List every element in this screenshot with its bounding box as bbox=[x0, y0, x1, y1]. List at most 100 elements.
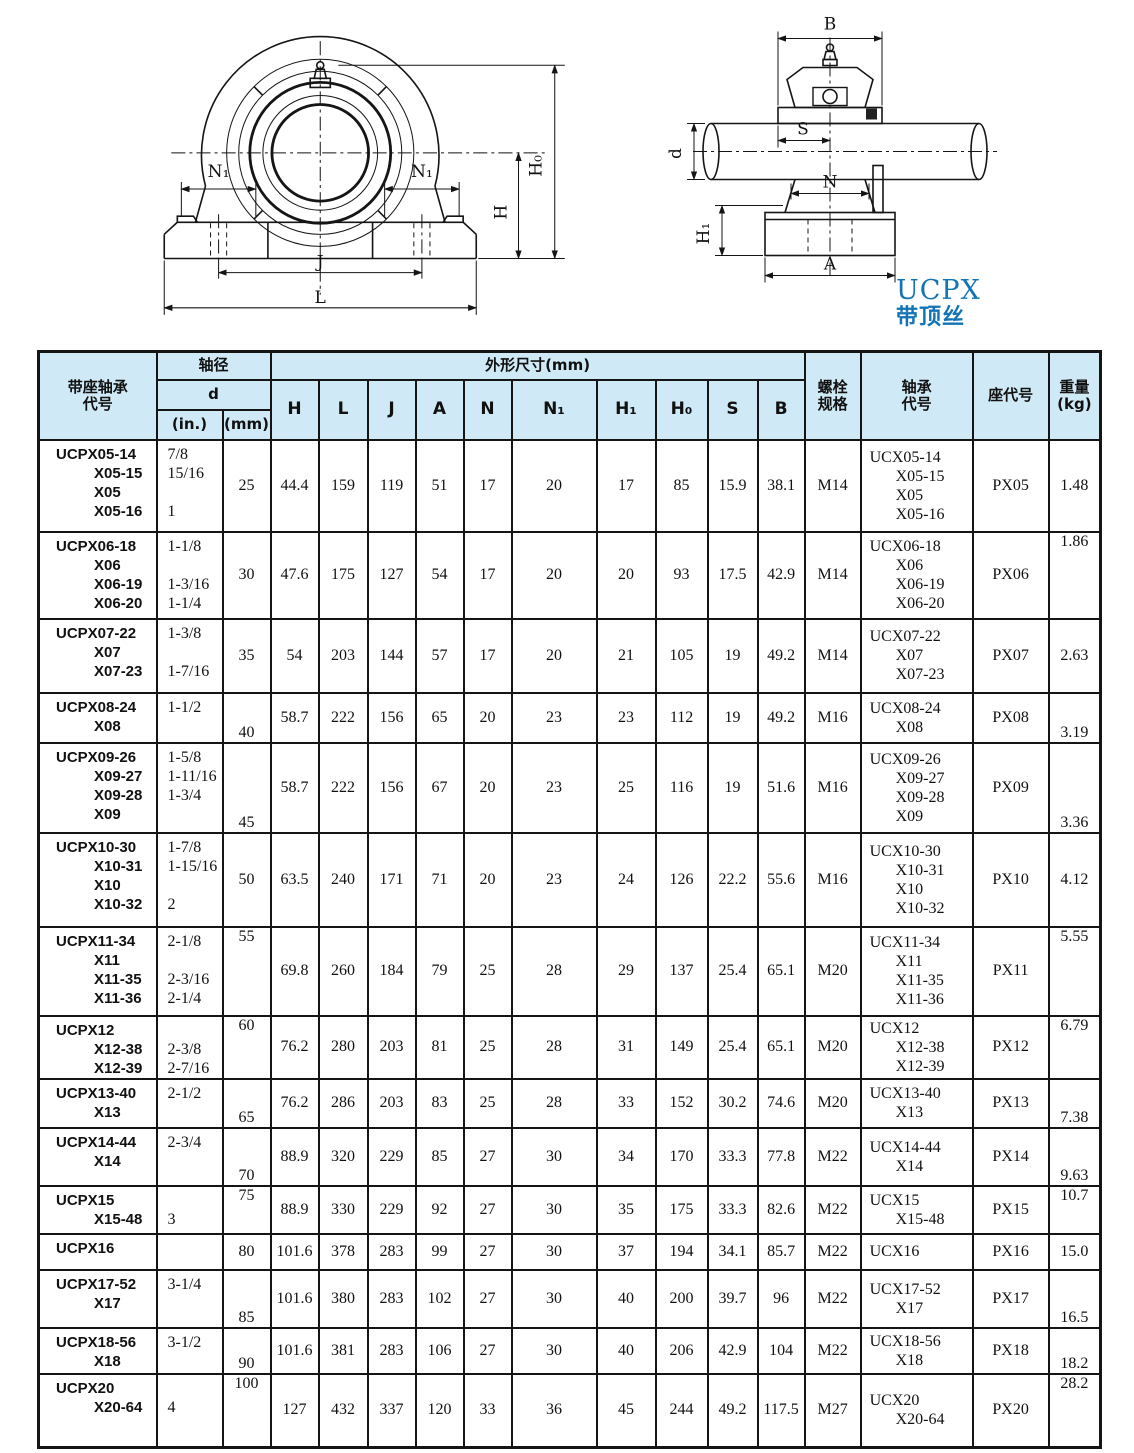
header-unit-code-line2: 代号 bbox=[82, 394, 113, 413]
cell-d-in: 2-3/8 2-7/16 bbox=[155, 1014, 224, 1080]
cell-dim-L: 432 bbox=[317, 1372, 369, 1449]
cell-dim-H: 88.9 bbox=[269, 1126, 320, 1187]
cell-dim-S: 19 bbox=[706, 691, 759, 744]
cell-dim-H: 47.6 bbox=[269, 530, 320, 620]
cell-unit-code: UCPX18-56 X18 bbox=[37, 1326, 158, 1375]
cell-bearing-code: UCX11-34 X11 X11-35 X11-36 bbox=[859, 925, 974, 1017]
cell-dim-B: 117.5 bbox=[756, 1372, 806, 1449]
cell-dim-B: 65.1 bbox=[756, 925, 806, 1017]
cell-dim-A: 102 bbox=[414, 1268, 465, 1329]
cell-dim-H1: 31 bbox=[595, 1014, 657, 1080]
cell-dim-H1: 29 bbox=[595, 925, 657, 1017]
cell-dim-N: 27 bbox=[462, 1232, 513, 1271]
cell-housing-code: PX11 bbox=[971, 925, 1050, 1017]
table-row: UCPX07-22 X07 X07-23 1-3/8 1-7/16 35 54 20… bbox=[37, 617, 1102, 694]
cell-weight: 2.63 bbox=[1047, 617, 1102, 694]
cell-dim-H: 58.7 bbox=[269, 691, 320, 744]
cell-dim-A: 85 bbox=[414, 1126, 465, 1187]
header-dim-N1: N₁ bbox=[510, 378, 598, 441]
cell-bolt-size: M16 bbox=[803, 831, 862, 928]
header-weight-line2: (kg) bbox=[1057, 394, 1092, 413]
cell-dim-H: 101.6 bbox=[269, 1326, 320, 1375]
cell-housing-code: PX14 bbox=[971, 1126, 1050, 1187]
cell-d-in: 3 bbox=[155, 1184, 224, 1235]
cell-bolt-size: M16 bbox=[803, 741, 862, 834]
header-bolt-line1: 螺栓 bbox=[817, 377, 848, 396]
cell-bearing-code: UCX18-56 X18 bbox=[859, 1326, 974, 1375]
dim-label-j: J bbox=[315, 253, 324, 273]
cell-dim-A: 71 bbox=[414, 831, 465, 928]
side-housing-section bbox=[777, 66, 883, 125]
series-name: UCPX bbox=[896, 275, 981, 306]
header-d-in: (in.) bbox=[155, 408, 224, 441]
cell-d-mm: 45 bbox=[221, 741, 272, 834]
cell-dim-N: 20 bbox=[462, 741, 513, 834]
cell-dim-L: 260 bbox=[317, 925, 369, 1017]
cell-dim-H: 101.6 bbox=[269, 1232, 320, 1271]
cell-dim-H0: 149 bbox=[654, 1014, 709, 1080]
cell-dim-S: 17.5 bbox=[706, 530, 759, 620]
cell-weight: 5.55 bbox=[1047, 925, 1102, 1017]
cell-bearing-code: UCX15 X15-48 bbox=[859, 1184, 974, 1235]
header-bolt-size: 螺栓 规格 bbox=[803, 350, 862, 441]
header-unit-code-line1: 带座轴承 bbox=[67, 377, 128, 396]
cell-unit-code: UCPX09-26 X09-27 X09-28 X09 bbox=[37, 741, 158, 834]
cell-bolt-size: M14 bbox=[803, 530, 862, 620]
cell-bearing-code: UCX09-26 X09-27 X09-28 X09 bbox=[859, 741, 974, 834]
cell-dim-L: 378 bbox=[317, 1232, 369, 1271]
cell-d-mm: 75 bbox=[221, 1184, 272, 1235]
cell-dim-A: 106 bbox=[414, 1326, 465, 1375]
cell-weight: 3.19 bbox=[1047, 691, 1102, 744]
header-dim-H: H bbox=[269, 378, 320, 441]
cell-dim-J: 184 bbox=[366, 925, 417, 1017]
cell-dim-J: 119 bbox=[366, 438, 417, 533]
cell-dim-N: 33 bbox=[462, 1372, 513, 1449]
cell-dim-J: 203 bbox=[366, 1014, 417, 1080]
cell-dim-B: 65.1 bbox=[756, 1014, 806, 1080]
cell-bearing-code: UCX06-18 X06 X06-19 X06-20 bbox=[859, 530, 974, 620]
cell-dim-H: 127 bbox=[269, 1372, 320, 1449]
cell-dim-S: 15.9 bbox=[706, 438, 759, 533]
table-row: UCPX08-24 X08 1-1/2 40 58.7 222 156 65 20… bbox=[37, 691, 1102, 744]
cell-unit-code: UCPX07-22 X07 X07-23 bbox=[37, 617, 158, 694]
cell-dim-H: 101.6 bbox=[269, 1268, 320, 1329]
cell-dim-B: 74.6 bbox=[756, 1077, 806, 1129]
header-bearing-line1: 轴承 bbox=[901, 377, 932, 396]
cell-dim-N1: 28 bbox=[510, 1077, 598, 1129]
cell-bearing-code: UCX13-40 X13 bbox=[859, 1077, 974, 1129]
cell-dim-H: 69.8 bbox=[269, 925, 320, 1017]
cell-dim-L: 175 bbox=[317, 530, 369, 620]
cell-unit-code: UCPX15 X15-48 bbox=[37, 1184, 158, 1235]
cell-dim-N1: 30 bbox=[510, 1268, 598, 1329]
cell-dim-A: 67 bbox=[414, 741, 465, 834]
cell-dim-H: 54 bbox=[269, 617, 320, 694]
cell-d-mm: 25 bbox=[221, 438, 272, 533]
header-unit-code: 带座轴承 代号 bbox=[37, 350, 158, 441]
cell-dim-S: 19 bbox=[706, 617, 759, 694]
cell-d-mm: 85 bbox=[221, 1268, 272, 1329]
cell-unit-code: UCPX11-34 X11 X11-35 X11-36 bbox=[37, 925, 158, 1017]
cell-d-in: 7/8 15/16 1 bbox=[155, 438, 224, 533]
table-row: UCPX05-14 X05-15 X05 X05-16 7/8 15/16 1 25 4… bbox=[37, 438, 1102, 533]
cell-dim-J: 283 bbox=[366, 1232, 417, 1271]
cell-dim-H0: 175 bbox=[654, 1184, 709, 1235]
cell-bearing-code: UCX08-24 X08 bbox=[859, 691, 974, 744]
cell-unit-code: UCPX10-30 X10-31 X10 X10-32 bbox=[37, 831, 158, 928]
cell-bearing-code: UCX17-52 X17 bbox=[859, 1268, 974, 1329]
cell-dim-S: 33.3 bbox=[706, 1126, 759, 1187]
cell-bolt-size: M22 bbox=[803, 1184, 862, 1235]
dim-label-h0: H₀ bbox=[527, 155, 547, 177]
cell-dim-B: 55.6 bbox=[756, 831, 806, 928]
dim-label-d: d bbox=[666, 148, 686, 159]
cell-housing-code: PX15 bbox=[971, 1184, 1050, 1235]
cell-dim-H1: 40 bbox=[595, 1326, 657, 1375]
cell-dim-B: 96 bbox=[756, 1268, 806, 1329]
cell-d-mm: 35 bbox=[221, 617, 272, 694]
cell-dim-H0: 126 bbox=[654, 831, 709, 928]
cell-bolt-size: M14 bbox=[803, 438, 862, 533]
table-row: UCPX11-34 X11 X11-35 X11-36 2-1/8 2-3/16 2-1… bbox=[37, 925, 1102, 1017]
cell-dim-J: 171 bbox=[366, 831, 417, 928]
cell-dim-N: 25 bbox=[462, 1014, 513, 1080]
cell-dim-A: 81 bbox=[414, 1014, 465, 1080]
cell-weight: 1.48 bbox=[1047, 438, 1102, 533]
